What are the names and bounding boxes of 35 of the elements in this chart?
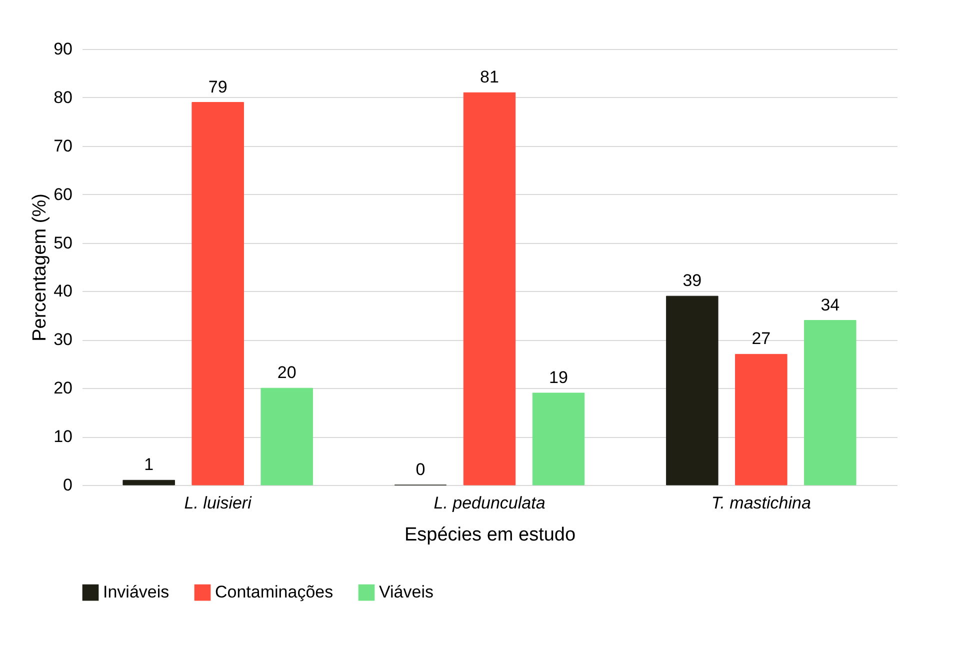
x-tick-label: L. pedunculata [434,494,546,512]
bar [532,392,585,486]
y-tick-label: 0 [63,476,72,494]
legend-label: Viáveis [379,582,434,602]
x-tick-label: L. luisieri [184,494,253,512]
data-label: 1 [144,455,154,474]
legend-label: Contaminações [215,582,334,602]
data-label: 39 [682,271,702,290]
bar [666,296,718,486]
y-tick-label: 40 [54,282,72,301]
bar [735,354,788,486]
data-label: 81 [480,68,499,87]
y-axis-title: Percentagem (%) [30,194,51,342]
bar [804,320,856,486]
bar [192,102,244,486]
data-label: 79 [208,77,228,96]
x-tick-label: T. mastichina [711,494,811,512]
x-axis-title: Espécies em estudo [404,524,576,546]
bar [122,480,175,486]
y-tick-label: 60 [54,184,72,204]
y-tick-label: 90 [54,40,72,58]
y-tick-label: 30 [54,330,72,350]
y-tick-label: 70 [54,136,72,156]
y-tick-label: 80 [54,88,72,107]
data-label: 19 [549,368,568,387]
legend-label: Inviáveis [103,582,170,602]
data-label: 0 [416,460,426,479]
data-label: 34 [820,295,840,314]
data-label: 27 [752,329,771,348]
bar [260,388,313,486]
y-tick-label: 10 [54,427,72,446]
y-tick-label: 50 [54,233,72,252]
data-label: 20 [277,363,296,382]
bar [463,92,516,486]
y-tick-label: 20 [54,378,72,398]
